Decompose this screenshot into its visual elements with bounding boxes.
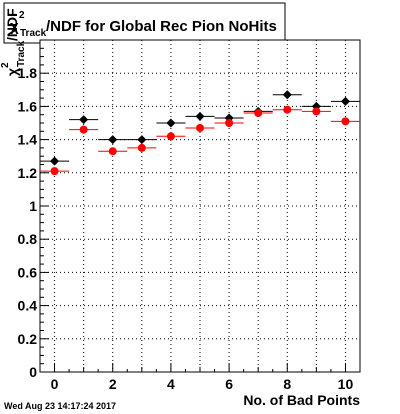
y-tick-label: 1.4 [18, 132, 38, 148]
ylabel-rest: /NDF [4, 8, 20, 41]
title-frame [3, 2, 286, 44]
y-tick-label: 0 [29, 364, 37, 380]
y-tick-label: 0.2 [18, 331, 38, 347]
y-tick-label: 0.6 [18, 264, 38, 280]
title-sup: 2 [19, 10, 25, 21]
title-rest: /NDF for Global Rec Pion NoHits [46, 18, 277, 35]
title-chi: χ [10, 18, 19, 35]
ylabel-sub: Track [16, 40, 27, 67]
data-point [341, 117, 350, 126]
y-tick-label: 0.8 [18, 231, 38, 247]
x-tick-label: 4 [167, 376, 175, 392]
datestamp: Wed Aug 23 14:17:24 2017 [4, 401, 116, 411]
title-box: χ 2 Track /NDF for Global Rec Pion NoHit… [3, 2, 286, 44]
ylabel-chi: χ [4, 68, 20, 76]
x-tick-label: 10 [338, 376, 354, 392]
grid [40, 40, 360, 373]
y-tick-label: 1.2 [18, 165, 38, 181]
y-tick-label: 1.8 [18, 65, 38, 81]
axes [39, 39, 361, 373]
data-point [50, 156, 60, 166]
series-red [40, 105, 360, 176]
data-point [50, 167, 59, 176]
data-point [195, 111, 205, 121]
x-tick-label: 6 [225, 376, 233, 392]
data-point [283, 105, 292, 114]
title-sub: Track [20, 28, 47, 39]
data-point [312, 107, 321, 116]
y-tick-label: 1 [29, 198, 37, 214]
data-point [340, 96, 350, 106]
data-point [79, 125, 88, 134]
data-series [40, 90, 360, 176]
x-tick-label: 2 [109, 376, 117, 392]
tick-labels: 0 2 4 6 8 10 0 0.2 0.4 0.6 0.8 1 1.2 1.4 1.6 1.8 [18, 65, 354, 392]
data-point [254, 109, 263, 118]
data-point [282, 90, 292, 100]
data-point [196, 123, 204, 132]
data-point [166, 118, 176, 128]
data-point [108, 147, 117, 156]
data-point [166, 132, 175, 141]
x-tick-label: 8 [283, 376, 291, 392]
y-tick-label: 1.6 [18, 98, 38, 114]
ylabel-sup: 2 [0, 62, 11, 68]
data-point [79, 115, 89, 125]
x-tick-label: 0 [51, 376, 59, 392]
data-point [137, 135, 147, 145]
data-point [108, 135, 118, 145]
y-tick-label: 0.4 [18, 298, 38, 314]
y-axis-label: χ 2 Track /NDF [0, 8, 27, 76]
data-point [137, 143, 146, 152]
data-point [225, 119, 234, 127]
x-axis-label: No. of Bad Points [243, 392, 360, 408]
